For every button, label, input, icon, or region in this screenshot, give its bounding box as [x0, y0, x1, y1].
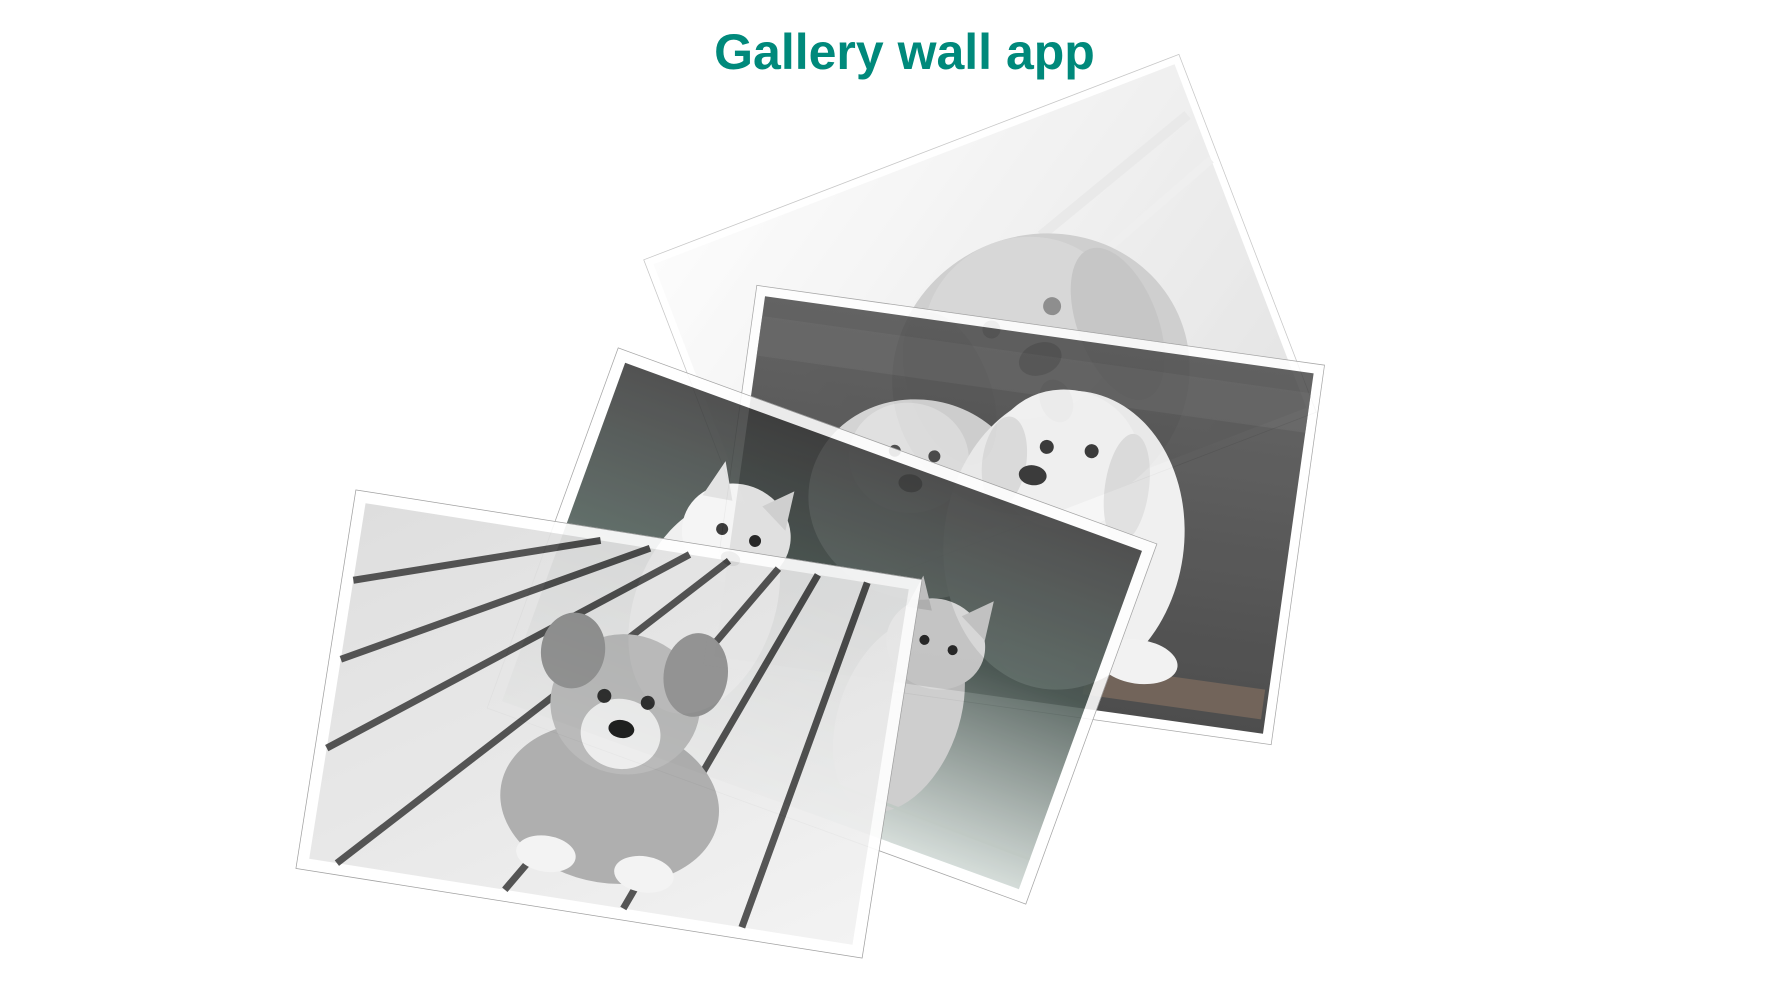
corgi-puppy-photo [295, 489, 923, 959]
page-title: Gallery wall app [714, 24, 1095, 80]
photo-card-corgi-puppy[interactable] [295, 489, 923, 959]
